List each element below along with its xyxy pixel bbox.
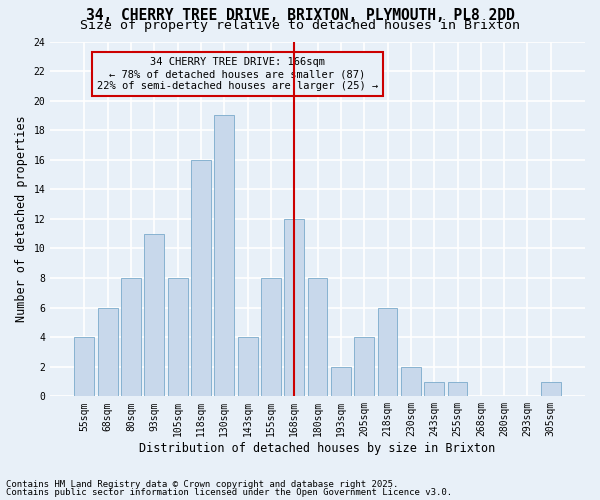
Bar	[74, 337, 94, 396]
Bar	[284, 219, 304, 396]
Text: 34, CHERRY TREE DRIVE, BRIXTON, PLYMOUTH, PL8 2DD: 34, CHERRY TREE DRIVE, BRIXTON, PLYMOUTH…	[86, 8, 514, 22]
Bar	[355, 337, 374, 396]
Bar	[98, 308, 118, 396]
Bar	[308, 278, 328, 396]
Y-axis label: Number of detached properties: Number of detached properties	[15, 116, 28, 322]
Bar	[238, 337, 257, 396]
Bar	[145, 234, 164, 396]
Text: 34 CHERRY TREE DRIVE: 166sqm
← 78% of detached houses are smaller (87)
22% of se: 34 CHERRY TREE DRIVE: 166sqm ← 78% of de…	[97, 58, 378, 90]
Bar	[121, 278, 141, 396]
Bar	[191, 160, 211, 396]
Bar	[424, 382, 444, 396]
Bar	[261, 278, 281, 396]
Bar	[541, 382, 560, 396]
Text: Contains public sector information licensed under the Open Government Licence v3: Contains public sector information licen…	[6, 488, 452, 497]
Text: Contains HM Land Registry data © Crown copyright and database right 2025.: Contains HM Land Registry data © Crown c…	[6, 480, 398, 489]
Bar	[168, 278, 188, 396]
Bar	[331, 367, 351, 396]
Bar	[214, 116, 234, 396]
Text: Size of property relative to detached houses in Brixton: Size of property relative to detached ho…	[80, 19, 520, 32]
X-axis label: Distribution of detached houses by size in Brixton: Distribution of detached houses by size …	[139, 442, 496, 455]
Bar	[448, 382, 467, 396]
Bar	[401, 367, 421, 396]
Bar	[377, 308, 397, 396]
